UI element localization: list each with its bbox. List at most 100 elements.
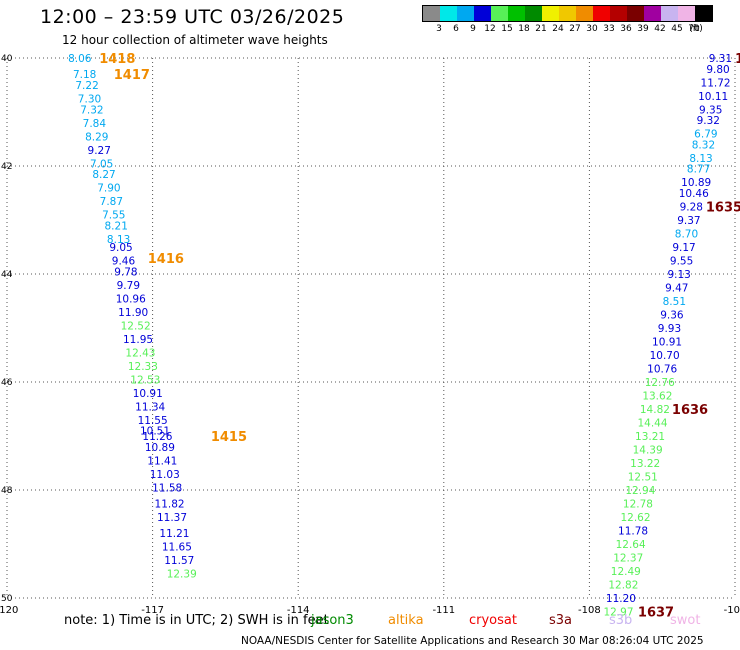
legend-swatch (610, 6, 627, 21)
data-label: 10.91 (133, 388, 163, 400)
data-label: 10.51 (140, 426, 170, 438)
data-label: 10.89 (681, 177, 711, 189)
data-label: 7.30 (78, 94, 101, 106)
legend-tick-label: 18 (518, 24, 530, 34)
data-label: 11.65 (162, 542, 192, 554)
time-label: 1417 (114, 68, 150, 83)
x-tick-label: -120 (0, 605, 18, 616)
legend-labels: 3 6 9 12 15 18 21 24 27 30 33 36 39 42 45 70 (ft) (422, 22, 713, 36)
legend-tick-label: 70 (688, 24, 700, 34)
legend-swatch (525, 6, 542, 21)
data-label: 11.78 (618, 526, 648, 538)
data-label: 9.47 (665, 283, 688, 295)
time-label: 1637 (638, 606, 674, 621)
satellite-label-altika: altika (388, 613, 424, 628)
legend-tick-label: 42 (654, 24, 666, 34)
data-label: 9.28 (680, 202, 703, 214)
data-label: 13.21 (635, 431, 665, 443)
data-label: 7.05 (90, 158, 113, 170)
data-label: 9.79 (117, 280, 140, 292)
legend-tick-label: 36 (620, 24, 632, 34)
data-label: 7.55 (102, 210, 125, 222)
data-label: 8.51 (663, 296, 686, 308)
data-label: 8.77 (687, 164, 710, 176)
data-label: 12.82 (608, 580, 638, 592)
data-label: 12.62 (620, 512, 650, 524)
data-label: 11.55 (138, 415, 168, 427)
time-label: 1 (735, 52, 740, 67)
data-label: 14.44 (637, 418, 667, 430)
legend-swatch (474, 6, 491, 21)
data-label: 12.97 (603, 607, 633, 619)
legend-tick-label: 39 (637, 24, 649, 34)
data-label: 13.22 (630, 458, 660, 470)
data-label: 9.27 (88, 145, 111, 157)
data-label: 10.89 (145, 442, 175, 454)
data-label: 9.13 (667, 269, 690, 281)
legend-tick-label: 15 (501, 24, 513, 34)
legend-tick-label: 33 (603, 24, 615, 34)
legend-unit: (ft) (689, 24, 703, 34)
satellite-label-jason3: jason3 (311, 613, 354, 628)
data-label: 12.49 (611, 566, 641, 578)
data-label: 11.37 (157, 512, 187, 524)
data-label: 11.72 (701, 77, 731, 89)
data-label: 9.31 (709, 53, 732, 65)
data-label: 14.82 (640, 404, 670, 416)
data-label: 11.57 (164, 555, 194, 567)
footer-credit: NOAA/NESDIS Center for Satellite Applica… (241, 635, 704, 647)
legend-tick-label: 21 (535, 24, 547, 34)
data-label: 9.55 (670, 256, 693, 268)
y-tick-label: 50 (1, 594, 13, 604)
data-label: 12.76 (645, 377, 675, 389)
data-label: 12.51 (628, 472, 658, 484)
time-label: 1418 (99, 52, 135, 67)
data-label: 9.78 (114, 266, 137, 278)
data-label: 11.82 (155, 499, 185, 511)
x-tick-label: -105 (724, 605, 740, 616)
legend-swatch (559, 6, 576, 21)
note-text: note: 1) Time is in UTC; 2) SWH is in fe… (64, 613, 329, 628)
data-label: 12.78 (623, 499, 653, 511)
data-label: 9.05 (109, 242, 132, 254)
data-label: 8.27 (92, 169, 115, 181)
data-label: 11.34 (135, 401, 165, 413)
data-label: 12.37 (613, 553, 643, 565)
data-label: 9.93 (658, 323, 681, 335)
data-label: 8.13 (689, 153, 712, 165)
data-label: 8.21 (105, 220, 128, 232)
time-label: 1415 (211, 430, 247, 445)
data-label: 10.76 (647, 364, 677, 376)
legend-swatch (491, 6, 508, 21)
data-label: 11.26 (142, 431, 172, 443)
x-tick-label: -111 (432, 605, 455, 616)
legend-swatch (644, 6, 661, 21)
data-label: 9.35 (699, 104, 722, 116)
data-label: 6.79 (694, 129, 717, 141)
data-label: 9.36 (660, 310, 684, 322)
x-tick-label: -117 (141, 605, 164, 616)
legend-tick-label: 24 (552, 24, 564, 34)
data-label: 10.91 (652, 337, 682, 349)
data-label: 7.32 (80, 104, 103, 116)
data-label: 12.53 (130, 374, 160, 386)
data-label: 11.58 (152, 482, 182, 494)
data-label: 8.70 (675, 229, 698, 241)
data-label: 12.94 (625, 485, 655, 497)
data-label: 10.96 (116, 293, 146, 305)
data-label: 10.11 (698, 91, 728, 103)
data-label: 9.46 (112, 256, 136, 268)
legend-swatch (457, 6, 474, 21)
data-label: 8.29 (85, 131, 108, 143)
satellite-label-cryosat: cryosat (469, 613, 517, 628)
legend-swatch (661, 6, 678, 21)
page-title: 12:00 – 23:59 UTC 03/26/2025 (40, 6, 345, 28)
satellite-label-s3b: s3b (609, 613, 633, 628)
legend-tick-label: 30 (586, 24, 598, 34)
data-label: 7.87 (100, 196, 123, 208)
data-label: 9.37 (677, 215, 700, 227)
data-label: 11.90 (118, 307, 148, 319)
legend-swatch (576, 6, 593, 21)
y-tick-label: 44 (1, 270, 13, 280)
